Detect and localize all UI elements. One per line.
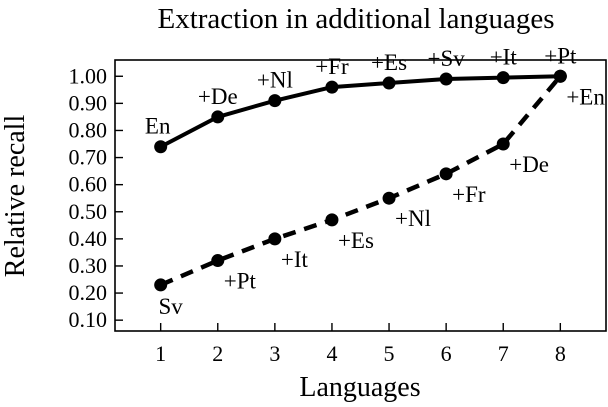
- x-axis-ticks: 1 2 3 4 5 6 7 8: [155, 323, 566, 366]
- data-point: [268, 232, 282, 246]
- data-point-label: +Es: [338, 228, 374, 253]
- x-tick-label: 5: [384, 341, 395, 366]
- y-axis-ticks: 0.100.200.300.400.500.600.70 0.800.901.00: [69, 63, 123, 332]
- y-tick-label: 0.30: [69, 253, 108, 278]
- data-point-label: +Nl: [395, 206, 431, 231]
- series-line: [159, 74, 563, 287]
- data-point-label: +Fr: [315, 54, 349, 79]
- y-tick-label: 0.60: [69, 172, 108, 197]
- data-point-label: +Nl: [257, 68, 293, 93]
- chart-title: Extraction in additional languages: [157, 3, 554, 35]
- y-tick-label: 0.70: [69, 145, 108, 170]
- data-point-label: +Pt: [224, 269, 257, 294]
- data-point-label: +It: [490, 45, 518, 70]
- data-point-label: +De: [198, 84, 238, 109]
- data-point-label: +Sv: [428, 46, 466, 71]
- data-point: [154, 278, 168, 292]
- series-line: [159, 74, 561, 149]
- data-point-label: +De: [509, 152, 549, 177]
- data-point: [382, 76, 396, 90]
- series-layer: En +De +Nl +Fr +Es +Sv +It +Pt Sv +Pt +It +Es +Nl +Fr…: [145, 43, 605, 319]
- y-tick-label: 0.90: [69, 90, 108, 115]
- x-tick-label: 3: [269, 341, 280, 366]
- data-point: [211, 254, 225, 268]
- series-1: En +De +Nl +Fr +Es +Sv +It +Pt: [145, 43, 577, 154]
- series-2: Sv +Pt +It +Es +Nl +Fr +De +En: [154, 69, 605, 319]
- data-point-label: +Fr: [452, 182, 486, 207]
- y-tick-label: 0.80: [69, 117, 108, 142]
- y-axis-label: Relative recall: [0, 115, 31, 278]
- x-tick-label: 1: [155, 341, 166, 366]
- x-tick-label: 2: [212, 341, 223, 366]
- data-point: [325, 213, 339, 227]
- y-tick-label: 0.10: [69, 307, 108, 332]
- x-tick-label: 6: [441, 341, 452, 366]
- x-tick-label: 7: [498, 341, 509, 366]
- data-point: [211, 110, 225, 124]
- data-point-label: +Es: [371, 50, 407, 75]
- x-tick-label: 8: [555, 341, 566, 366]
- y-tick-label: 0.50: [69, 199, 108, 224]
- x-tick-label: 4: [326, 341, 337, 366]
- data-point-label: En: [145, 114, 171, 139]
- data-point: [553, 69, 567, 83]
- data-point: [496, 71, 510, 85]
- data-point-label: +En: [566, 84, 605, 109]
- data-point-label: Sv: [159, 294, 184, 319]
- y-tick-label: 0.20: [69, 280, 108, 305]
- data-point: [439, 72, 453, 86]
- data-point-label: +It: [281, 247, 309, 272]
- data-point: [382, 191, 396, 205]
- data-point: [268, 94, 282, 108]
- data-point: [325, 80, 339, 94]
- y-tick-label: 1.00: [69, 63, 108, 88]
- data-point: [496, 137, 510, 151]
- data-point-label: +Pt: [544, 43, 577, 68]
- y-tick-label: 0.40: [69, 226, 108, 251]
- plot-frame: [114, 59, 607, 332]
- x-axis-label: Languages: [299, 372, 420, 403]
- data-point: [439, 167, 453, 181]
- data-point: [154, 140, 168, 154]
